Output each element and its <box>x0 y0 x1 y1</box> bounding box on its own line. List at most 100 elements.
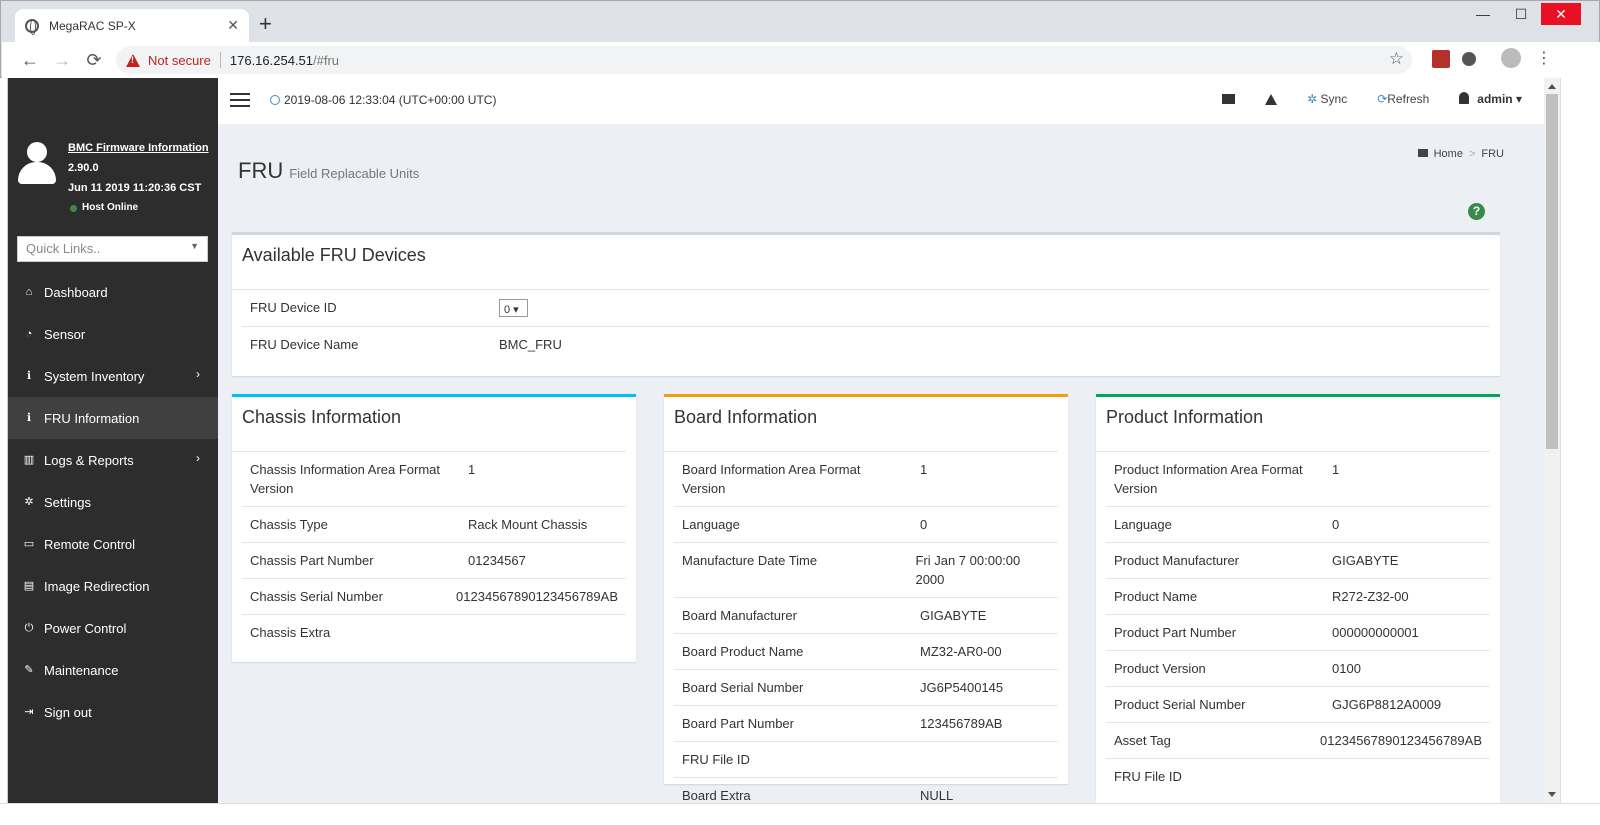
scrollbar-thumb[interactable] <box>1546 94 1558 449</box>
sidebar-item-sign-out[interactable]: ⇥ Sign out <box>8 691 218 733</box>
table-row: Product Name R272-Z32-00 <box>1106 579 1490 615</box>
maximize-button[interactable]: ☐ <box>1514 6 1528 22</box>
breadcrumb-home[interactable]: Home <box>1433 148 1463 160</box>
profile-avatar-icon[interactable] <box>1501 48 1521 68</box>
refresh-button[interactable]: ⟳Refresh <box>1377 92 1430 106</box>
window-close-button[interactable]: ✕ <box>1541 3 1581 25</box>
field-value <box>460 615 476 650</box>
hamburger-menu-icon[interactable] <box>230 93 250 107</box>
field-value: 1 <box>920 462 928 477</box>
table-row: Chassis Information Area Format Version 1 <box>242 452 626 507</box>
page-title: FRU Field Replacable Units <box>238 158 419 184</box>
field-value: GIGABYTE <box>920 608 987 623</box>
user-icon <box>1459 92 1470 104</box>
pdf-extension-icon[interactable] <box>1432 50 1450 68</box>
fru-device-id-value: 0 <box>504 304 511 316</box>
forward-button[interactable]: → <box>53 49 71 70</box>
host-status: Host Online <box>68 198 209 218</box>
envelope-icon[interactable] <box>1222 94 1236 104</box>
table-row: Product Manufacturer GIGABYTE <box>1106 543 1490 579</box>
table-row: Chassis Serial Number 0123456789012345678… <box>242 579 626 615</box>
field-value: 000000000001 <box>1332 625 1419 640</box>
sidebar-item-sensor[interactable]: ◔ Sensor <box>8 313 218 355</box>
top-bar: 2019-08-06 12:33:04 (UTC+00:00 UTC) ✲ Sy… <box>218 78 1544 124</box>
sidebar-item-dashboard[interactable]: ⌂ Dashboard <box>8 271 218 313</box>
info-icon: ℹ <box>26 412 32 424</box>
reload-button[interactable]: ⟳ <box>86 49 102 70</box>
page-scrollbar[interactable] <box>1544 78 1560 803</box>
user-menu[interactable]: admin ▾ <box>1459 92 1522 106</box>
table-row: Chassis Part Number 01234567 <box>242 543 626 579</box>
globe-icon <box>25 18 39 35</box>
field-label: Chassis Serial Number <box>250 589 383 604</box>
chevron-right-icon: › <box>196 367 200 381</box>
table-row: Board Information Area Format Version 1 <box>674 452 1058 507</box>
sidebar-item-label: FRU Information <box>44 410 140 426</box>
close-tab-icon[interactable]: ✕ <box>227 17 239 33</box>
field-label: Product Serial Number <box>1114 697 1246 712</box>
sidebar-item-image-redirection[interactable]: ▤ Image Redirection <box>8 565 218 607</box>
sidebar-item-label: Sign out <box>44 704 92 720</box>
fru-device-id-select[interactable]: 0 ▾ <box>499 299 528 317</box>
table-row: FRU File ID <box>674 742 1058 778</box>
home-icon: ⌂ <box>25 286 33 298</box>
tab-title: MegaRAC SP-X <box>49 18 136 33</box>
browser-menu-icon[interactable]: ⋮ <box>1536 50 1552 67</box>
scroll-up-icon[interactable] <box>1548 84 1556 89</box>
table-row: Chassis Extra <box>242 615 626 650</box>
sidebar-item-label: Settings <box>44 494 91 510</box>
sidebar-item-label: Sensor <box>44 326 86 342</box>
extension-icon[interactable] <box>1462 52 1476 66</box>
main-content: 2019-08-06 12:33:04 (UTC+00:00 UTC) ✲ Sy… <box>218 78 1544 803</box>
firmware-version: 2.90.0 <box>68 162 99 174</box>
sidebar-item-label: Remote Control <box>44 536 136 552</box>
table-row: FRU File ID <box>1106 759 1490 794</box>
new-tab-button[interactable]: + <box>259 11 272 36</box>
sidebar-item-maintenance[interactable]: ✎ Maintenance <box>8 649 218 691</box>
sidebar-item-fru-information[interactable]: ℹ FRU Information <box>8 397 218 439</box>
sync-button[interactable]: ✲ Sync <box>1307 92 1348 106</box>
field-label: Board Serial Number <box>682 680 804 695</box>
bookmark-star-icon[interactable]: ☆ <box>1388 49 1404 68</box>
browser-chrome: MegaRAC SP-X ✕ + — ☐ ✕ ← → ⟳ Not secure … <box>0 0 1600 78</box>
page-subtitle: Field Replacable Units <box>289 166 420 181</box>
available-fru-devices-panel: Available FRU Devices FRU Device ID 0 ▾ … <box>232 232 1500 376</box>
sidebar-item-power-control[interactable]: ⏻ Power Control <box>8 607 218 649</box>
field-value <box>1324 759 1340 794</box>
warning-icon <box>126 53 140 67</box>
monitor-icon: ▭ <box>23 538 35 550</box>
scroll-down-icon[interactable] <box>1548 792 1556 797</box>
firmware-info: BMC Firmware Information 2.90.0 Jun 11 2… <box>68 138 209 218</box>
back-button[interactable]: ← <box>21 49 39 70</box>
field-value: 1 <box>468 462 476 477</box>
sidebar-item-logs-reports[interactable]: ▥ Logs & Reports › <box>8 439 218 481</box>
field-label: Chassis Part Number <box>250 553 374 568</box>
panel-title: Chassis Information <box>232 397 626 452</box>
panel-title: Product Information <box>1096 397 1490 452</box>
sidebar-item-label: System Inventory <box>44 368 145 384</box>
url-text[interactable]: 176.16.254.51/#fru <box>230 53 339 68</box>
omnibox-divider <box>219 52 221 68</box>
quick-links-select[interactable]: Quick Links.. ▼ <box>17 236 208 262</box>
alert-icon[interactable] <box>1265 93 1278 105</box>
field-value: JG6P5400145 <box>920 680 1004 695</box>
help-icon[interactable]: ? <box>1468 203 1485 220</box>
not-secure-label[interactable]: Not secure <box>148 52 211 68</box>
field-label: Product Information Area Format Version <box>1114 462 1303 496</box>
firmware-info-link[interactable]: BMC Firmware Information <box>68 142 209 154</box>
table-row: Asset Tag 01234567890123456789AB <box>1106 723 1490 759</box>
table-row: Board Manufacturer GIGABYTE <box>674 598 1058 634</box>
sidebar-item-settings[interactable]: ✲ Settings <box>8 481 218 523</box>
address-bar[interactable]: Not secure 176.16.254.51/#fru ☆ <box>116 46 1412 74</box>
info-icon: ℹ <box>26 370 32 382</box>
sidebar-item-system-inventory[interactable]: ℹ System Inventory › <box>8 355 218 397</box>
datetime-display: 2019-08-06 12:33:04 (UTC+00:00 UTC) <box>270 93 496 107</box>
minimize-button[interactable]: — <box>1476 6 1490 22</box>
table-row: Board Serial Number JG6P5400145 <box>674 670 1058 706</box>
wrench-icon: ✎ <box>24 664 34 676</box>
page-title-text: FRU <box>238 158 284 183</box>
sidebar-nav: ⌂ Dashboard ◔ Sensor ℹ System Inventory › ℹ FRU … <box>8 271 218 733</box>
field-value: GJG6P8812A0009 <box>1332 697 1442 712</box>
sidebar-item-remote-control[interactable]: ▭ Remote Control <box>8 523 218 565</box>
browser-tab[interactable]: MegaRAC SP-X ✕ <box>15 9 249 42</box>
